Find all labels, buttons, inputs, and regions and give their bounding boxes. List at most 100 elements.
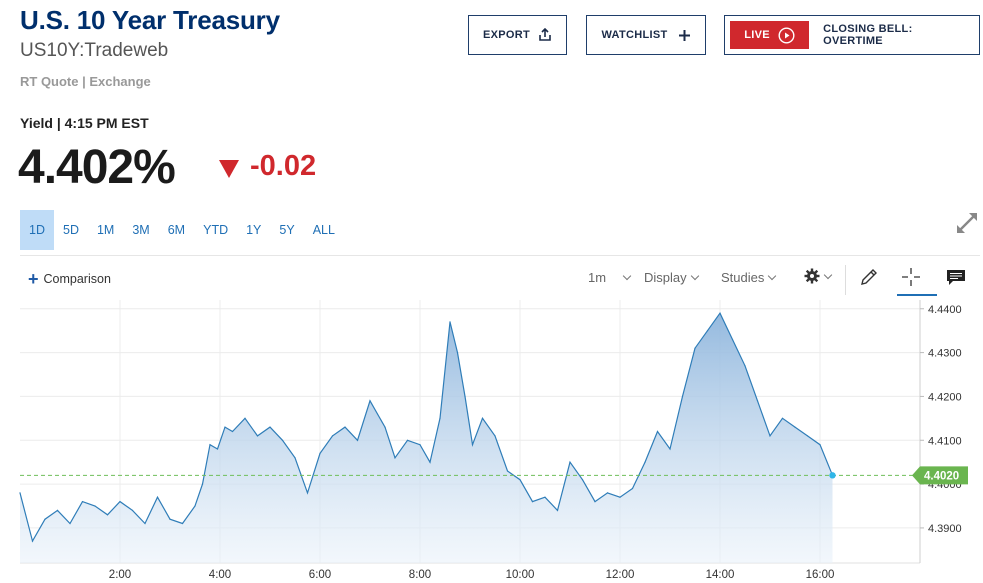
live-closing-bell-button[interactable]: LIVE CLOSING BELL: OVERTIME [724, 15, 980, 55]
crosshair-icon[interactable] [900, 266, 922, 288]
live-badge: LIVE [730, 21, 810, 49]
data-point [439, 417, 441, 419]
data-point [169, 518, 171, 520]
data-point [244, 417, 246, 419]
data-point [481, 417, 484, 419]
data-point [644, 461, 646, 463]
plus-icon [678, 29, 690, 41]
data-point [231, 430, 234, 433]
range-tab-ytd[interactable]: YTD [203, 223, 229, 237]
data-point [581, 479, 584, 481]
range-tab-5d[interactable]: 5D [63, 223, 79, 237]
range-tab-1d[interactable]: 1D [20, 210, 54, 250]
data-point [81, 501, 84, 503]
yield-area [20, 313, 833, 563]
expand-icon[interactable] [954, 210, 980, 236]
data-point [131, 509, 134, 511]
range-tab-1m[interactable]: 1M [96, 223, 115, 237]
page-title: U.S. 10 Year Treasury [20, 5, 280, 35]
data-point [464, 395, 466, 397]
range-tab-3m[interactable]: 3M [132, 223, 150, 237]
x-tick-label: 4:00 [209, 569, 231, 581]
chevron-down-icon [768, 271, 777, 281]
watchlist-label: WATCHLIST [601, 29, 668, 41]
plus-icon: + [28, 269, 39, 289]
data-point [269, 426, 271, 428]
data-point [531, 501, 534, 503]
x-axis: 2:00 4:00 6:00 8:00 10:00 12:00 14:00 16:00 [109, 569, 835, 581]
data-point [369, 400, 371, 402]
range-tab-6m[interactable]: 6M [167, 223, 186, 237]
data-point [106, 514, 109, 516]
comment-icon[interactable] [945, 266, 967, 288]
x-tick-label: 10:00 [506, 569, 535, 581]
data-point [744, 365, 746, 367]
export-button[interactable]: EXPORT [468, 15, 567, 55]
data-point [429, 461, 431, 463]
data-point [781, 417, 784, 419]
last-price-label: 4.4020 [924, 470, 959, 482]
data-point [819, 444, 821, 446]
data-point [631, 487, 634, 490]
data-point [144, 522, 146, 525]
pencil-icon[interactable] [858, 266, 880, 288]
display-dropdown[interactable]: Display [644, 270, 699, 285]
data-point [656, 430, 659, 433]
range-tab-1y[interactable]: 1Y [246, 223, 262, 237]
x-tick-label: 8:00 [409, 569, 431, 581]
data-point [769, 435, 771, 437]
data-point [216, 448, 219, 450]
y-tick-label: 4.4300 [928, 348, 962, 360]
comparison-button[interactable]: + Comparison [28, 269, 111, 289]
data-point [519, 479, 521, 481]
settings-dropdown[interactable] [804, 268, 833, 284]
active-tool-indicator [897, 294, 937, 296]
data-point [449, 321, 451, 323]
data-point [594, 501, 596, 503]
down-arrow-icon [219, 160, 239, 178]
data-point [394, 457, 396, 459]
data-point [201, 483, 204, 485]
data-point [471, 444, 474, 446]
data-point [694, 347, 696, 349]
comparison-label: Comparison [43, 272, 111, 286]
section-divider [20, 255, 980, 256]
x-tick-label: 2:00 [109, 569, 131, 581]
data-point [376, 413, 379, 415]
data-point [494, 435, 496, 437]
studies-dropdown[interactable]: Studies [721, 270, 777, 285]
data-point [19, 492, 21, 494]
last-price-dot [829, 472, 836, 479]
data-point [94, 505, 96, 507]
interval-label: 1m [588, 270, 607, 285]
data-point [69, 522, 71, 525]
data-point [44, 518, 46, 520]
data-point [344, 426, 346, 428]
x-tick-label: 14:00 [706, 569, 735, 581]
symbol-label: US10Y:Tradeweb [20, 40, 169, 61]
interval-dropdown[interactable]: 1m [588, 270, 632, 285]
data-point [681, 395, 684, 397]
watchlist-button[interactable]: WATCHLIST [586, 15, 706, 55]
toolbar-separator [845, 265, 846, 295]
data-point [669, 448, 671, 450]
data-point [356, 439, 359, 441]
data-point [31, 540, 34, 542]
live-show-label: CLOSING BELL: OVERTIME [823, 23, 913, 47]
range-tab-all[interactable]: ALL [312, 223, 335, 237]
data-point [706, 330, 709, 332]
range-tab-5y[interactable]: 5Y [279, 223, 295, 237]
y-tick-label: 4.4400 [928, 304, 962, 316]
y-tick-label: 4.4100 [928, 435, 962, 447]
yield-time-label: Yield | 4:15 PM EST [20, 115, 149, 131]
data-point [731, 338, 734, 341]
data-point [209, 444, 211, 446]
data-point [194, 505, 196, 507]
data-point [331, 435, 334, 437]
play-circle-icon [778, 26, 795, 44]
range-tabs: 1D 5D 1M 3M 6M YTD 1Y 5Y ALL [20, 210, 344, 250]
data-point [384, 426, 386, 428]
data-point [456, 352, 459, 354]
data-point [619, 496, 621, 498]
